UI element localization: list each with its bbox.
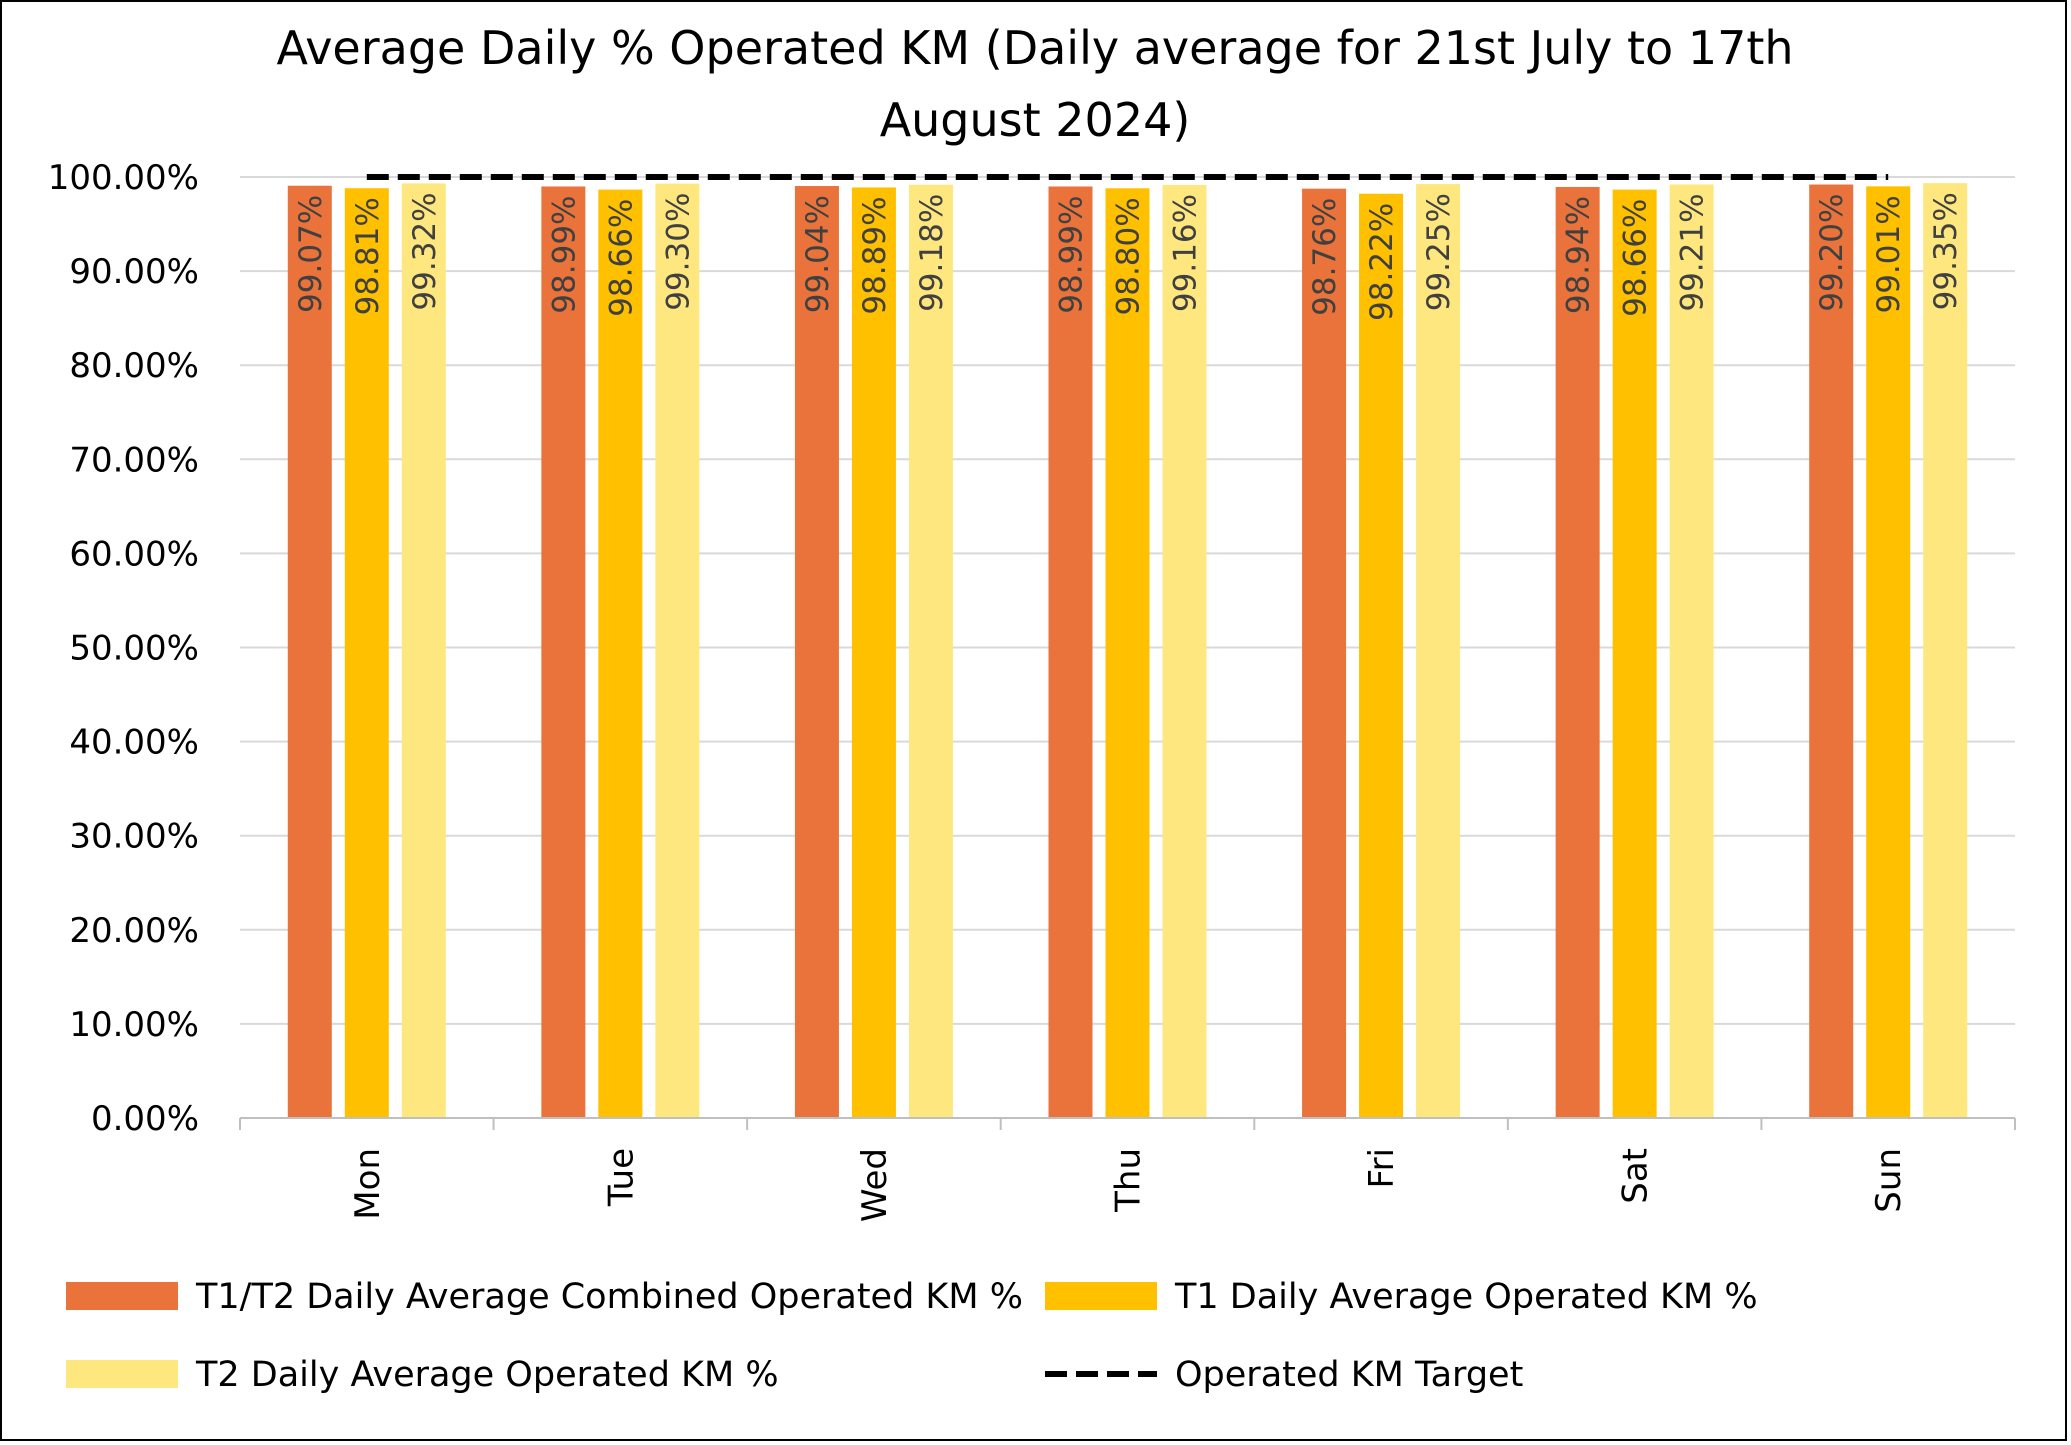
x-tick-label: Mon (348, 1148, 388, 1220)
legend-label: T1 Daily Average Operated KM % (1174, 1277, 1758, 1317)
y-tick-label: 0.00% (91, 1099, 199, 1139)
y-tick-label: 20.00% (69, 911, 199, 951)
data-label: 98.80% (1111, 197, 1147, 315)
legend-swatch (66, 1282, 178, 1310)
y-axis-tick-labels: 0.00% 10.00% 20.00% 30.00% 40.00% 50.00% 60.00… (48, 158, 199, 1139)
x-tick-label: Sun (1869, 1148, 1909, 1213)
bar (1416, 184, 1461, 1118)
data-label: 98.89% (857, 196, 893, 314)
x-axis-tick-labels: Mon Tue Wed Thu Fri Sat Sun (348, 1148, 1909, 1222)
bar (1866, 186, 1911, 1118)
bar (908, 184, 953, 1119)
data-label: 99.35% (1928, 192, 1964, 310)
y-tick-label: 50.00% (69, 629, 199, 669)
bar (287, 185, 332, 1119)
bar (794, 186, 839, 1119)
bars (287, 183, 1968, 1119)
y-tick-label: 70.00% (69, 440, 199, 480)
data-label: 98.66% (603, 199, 639, 317)
bar (1669, 184, 1714, 1118)
bar (655, 183, 700, 1118)
data-label: 99.20% (1814, 194, 1850, 312)
x-axis (239, 1117, 2016, 1130)
legend-label: Operated KM Target (1175, 1355, 1523, 1395)
y-tick-label: 100.00% (48, 158, 199, 198)
x-tick-label: Sat (1616, 1148, 1656, 1204)
bar (1359, 193, 1404, 1118)
x-tick-label: Tue (601, 1148, 641, 1207)
data-label: 98.81% (350, 197, 386, 315)
bar (1923, 183, 1968, 1118)
legend-label: T1/T2 Daily Average Combined Operated KM… (195, 1277, 1023, 1317)
data-label: 98.94% (1561, 196, 1597, 314)
bar (598, 189, 643, 1119)
data-label: 99.07% (293, 195, 329, 313)
y-tick-label: 40.00% (69, 723, 199, 763)
data-label: 99.25% (1421, 193, 1457, 311)
data-label: 99.32% (407, 192, 443, 310)
data-label: 99.16% (1168, 194, 1204, 312)
data-label: 98.66% (1618, 199, 1654, 317)
data-label: 98.22% (1364, 203, 1400, 321)
data-label: 99.04% (800, 195, 836, 313)
bar (1048, 186, 1093, 1119)
data-label: 99.30% (660, 193, 696, 311)
x-tick-label: Wed (855, 1148, 895, 1222)
data-labels: 99.07% 98.81% 99.32% 98.99% 98.66% 99.30% 99.0… (293, 192, 1964, 321)
legend-label: T2 Daily Average Operated KM % (195, 1355, 779, 1395)
y-tick-label: 80.00% (69, 346, 199, 386)
x-tick-label: Thu (1109, 1148, 1149, 1213)
bar (1612, 189, 1657, 1119)
legend-swatch (66, 1360, 178, 1388)
bar (1302, 188, 1347, 1118)
bar (1555, 186, 1600, 1118)
data-label: 98.99% (546, 196, 582, 314)
y-tick-label: 10.00% (69, 1005, 199, 1045)
data-label: 98.99% (1054, 196, 1090, 314)
chart-title-line-2: August 2024) (880, 93, 1191, 147)
y-tick-label: 60.00% (69, 534, 199, 574)
data-label: 99.01% (1871, 195, 1907, 313)
bar (401, 183, 446, 1118)
data-label: 99.18% (914, 194, 950, 312)
bar (344, 188, 389, 1119)
bar (541, 186, 586, 1119)
bar (1809, 184, 1854, 1118)
y-tick-label: 90.00% (69, 252, 199, 292)
chart-title-line-1: Average Daily % Operated KM (Daily avera… (276, 21, 1793, 75)
bar (1162, 184, 1207, 1118)
legend: T1/T2 Daily Average Combined Operated KM… (66, 1277, 1758, 1395)
y-tick-label: 30.00% (69, 817, 199, 857)
x-tick-label: Fri (1362, 1148, 1402, 1189)
chart-title: Average Daily % Operated KM (Daily avera… (276, 21, 1793, 147)
data-label: 98.76% (1307, 198, 1343, 316)
legend-swatch (1045, 1282, 1157, 1310)
data-label: 99.21% (1675, 193, 1711, 311)
bar (1105, 188, 1150, 1119)
bar (851, 187, 896, 1119)
